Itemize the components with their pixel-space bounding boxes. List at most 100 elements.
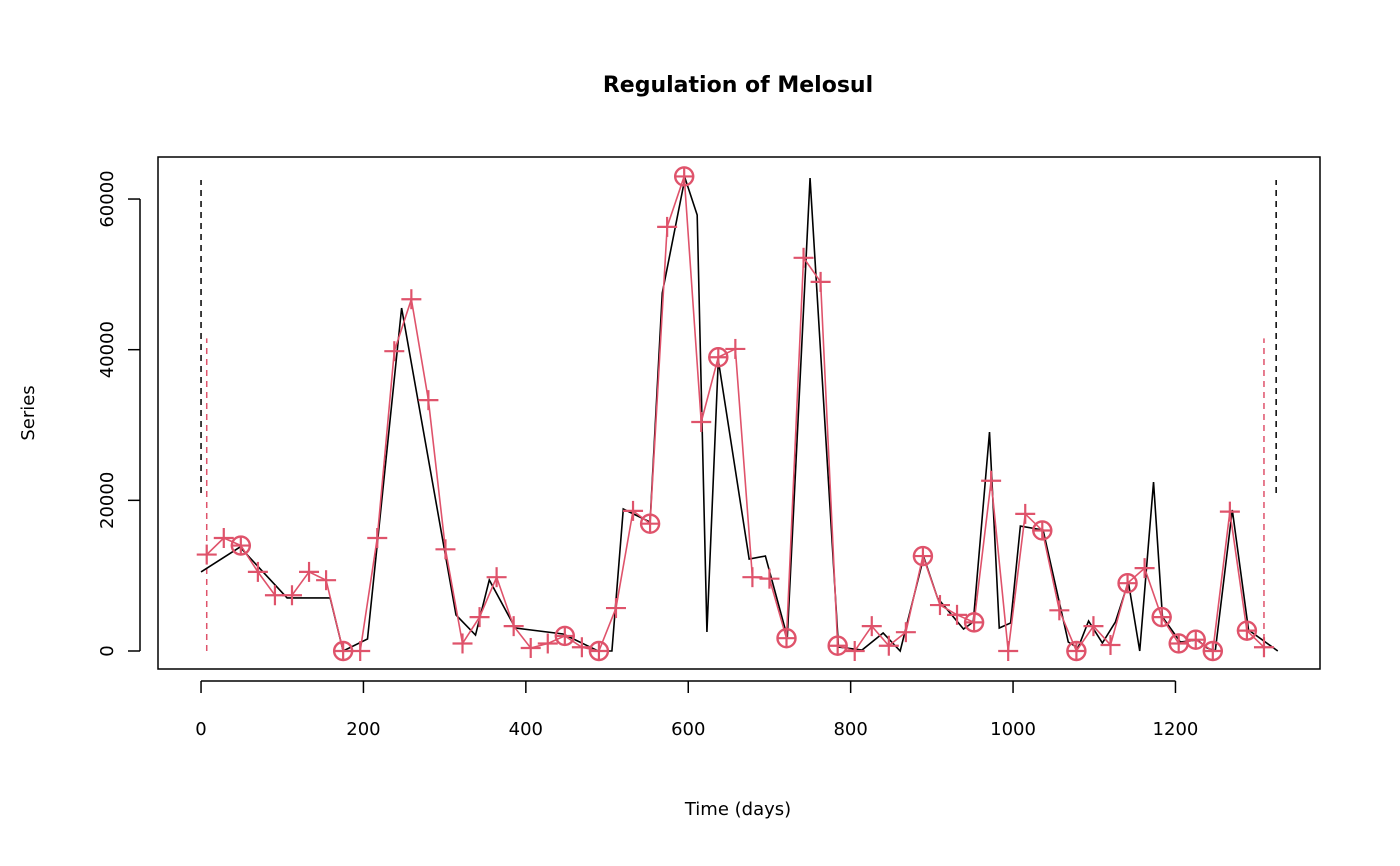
y-tick-label: 20000	[97, 472, 118, 529]
y-tick-label: 0	[97, 645, 118, 656]
model-point	[332, 640, 354, 662]
model-point	[503, 616, 524, 637]
model-point	[1168, 633, 1189, 654]
model-point	[1117, 573, 1138, 594]
circle-marker	[963, 612, 985, 633]
model-point	[725, 338, 746, 359]
x-axis-label: Time (days)	[684, 799, 791, 820]
model-point	[623, 500, 644, 521]
model-point	[861, 616, 882, 637]
model-point	[895, 622, 916, 643]
model-point	[691, 412, 712, 433]
model-point	[929, 595, 950, 616]
model-point	[1049, 600, 1070, 621]
circle-marker	[1185, 629, 1206, 650]
plot-area	[196, 166, 1279, 662]
x-tick-label: 1000	[990, 719, 1036, 740]
x-tick-label: 600	[671, 719, 705, 740]
model-point	[554, 625, 576, 647]
model-point	[588, 640, 610, 662]
model-point	[213, 528, 234, 549]
circle-marker	[230, 535, 252, 556]
circle-marker	[588, 640, 610, 662]
circle-marker	[776, 627, 797, 649]
model-point	[1202, 640, 1224, 662]
x-tick-label: 0	[195, 719, 206, 740]
model-point	[947, 604, 968, 625]
model-point	[742, 567, 763, 588]
model-point	[281, 585, 302, 606]
plot-frame	[157, 156, 1321, 670]
model-point	[537, 633, 558, 654]
model-point	[299, 561, 320, 582]
model-point	[247, 561, 268, 582]
x-tick-label: 800	[833, 719, 867, 740]
model-point	[998, 640, 1019, 661]
model-point	[1015, 503, 1036, 524]
circle-marker	[1117, 573, 1138, 594]
circle-marker	[1151, 606, 1172, 628]
model-point	[452, 633, 473, 654]
x-tick-label: 200	[346, 719, 380, 740]
model-point	[350, 640, 371, 661]
model-point	[264, 585, 285, 606]
y-axis: 0 20000 40000 60000	[97, 170, 141, 657]
model-point	[639, 513, 661, 534]
circle-marker	[639, 513, 661, 534]
model-point	[708, 347, 729, 368]
model-point	[827, 635, 848, 656]
chart-title: Regulation of Melosul	[603, 73, 873, 98]
model-point	[810, 271, 831, 292]
model-point	[657, 216, 678, 237]
model-point	[230, 535, 252, 556]
model-point	[793, 247, 814, 268]
model-point	[196, 544, 217, 565]
model-point	[1151, 606, 1172, 628]
model-point	[486, 567, 507, 588]
model-point	[571, 637, 592, 658]
model-point	[469, 607, 490, 628]
model-point	[981, 470, 1002, 491]
model-point	[1134, 558, 1155, 579]
circle-marker	[827, 635, 848, 656]
y-tick-label: 40000	[97, 321, 118, 378]
model-point	[759, 568, 780, 589]
circle-marker	[1066, 640, 1087, 662]
model-point	[520, 637, 541, 658]
circle-marker	[673, 166, 695, 187]
circle-marker	[912, 545, 934, 567]
model-point	[418, 390, 439, 411]
model-point	[401, 289, 422, 310]
model-point	[316, 570, 337, 591]
series-line-observed	[200, 174, 1279, 653]
model-point	[605, 598, 626, 619]
model-point	[367, 528, 388, 549]
model-point	[1219, 501, 1240, 522]
circle-marker	[554, 625, 576, 647]
circle-marker	[1202, 640, 1224, 662]
model-point	[963, 612, 985, 633]
model-point	[384, 341, 405, 362]
model-point	[1253, 637, 1274, 658]
model-point	[776, 627, 797, 649]
x-tick-label: 400	[509, 719, 543, 740]
circle-marker	[1032, 520, 1053, 541]
model-point	[1066, 640, 1087, 662]
model-point	[1083, 616, 1104, 637]
model-point	[1185, 629, 1206, 650]
model-point	[844, 640, 865, 661]
model-point	[435, 539, 456, 560]
series-line-model	[206, 176, 1265, 653]
x-axis: 0 200 400 600 800 1000 1200	[195, 680, 1199, 740]
model-point	[1100, 634, 1121, 655]
y-axis-label: Series	[18, 385, 39, 440]
circle-marker	[708, 347, 729, 368]
model-point	[673, 166, 695, 187]
circle-marker	[1236, 620, 1258, 641]
model-point	[1032, 520, 1053, 541]
model-point	[912, 545, 934, 567]
x-tick-label: 1200	[1153, 719, 1199, 740]
model-point	[878, 635, 899, 656]
model-point	[1236, 620, 1258, 641]
